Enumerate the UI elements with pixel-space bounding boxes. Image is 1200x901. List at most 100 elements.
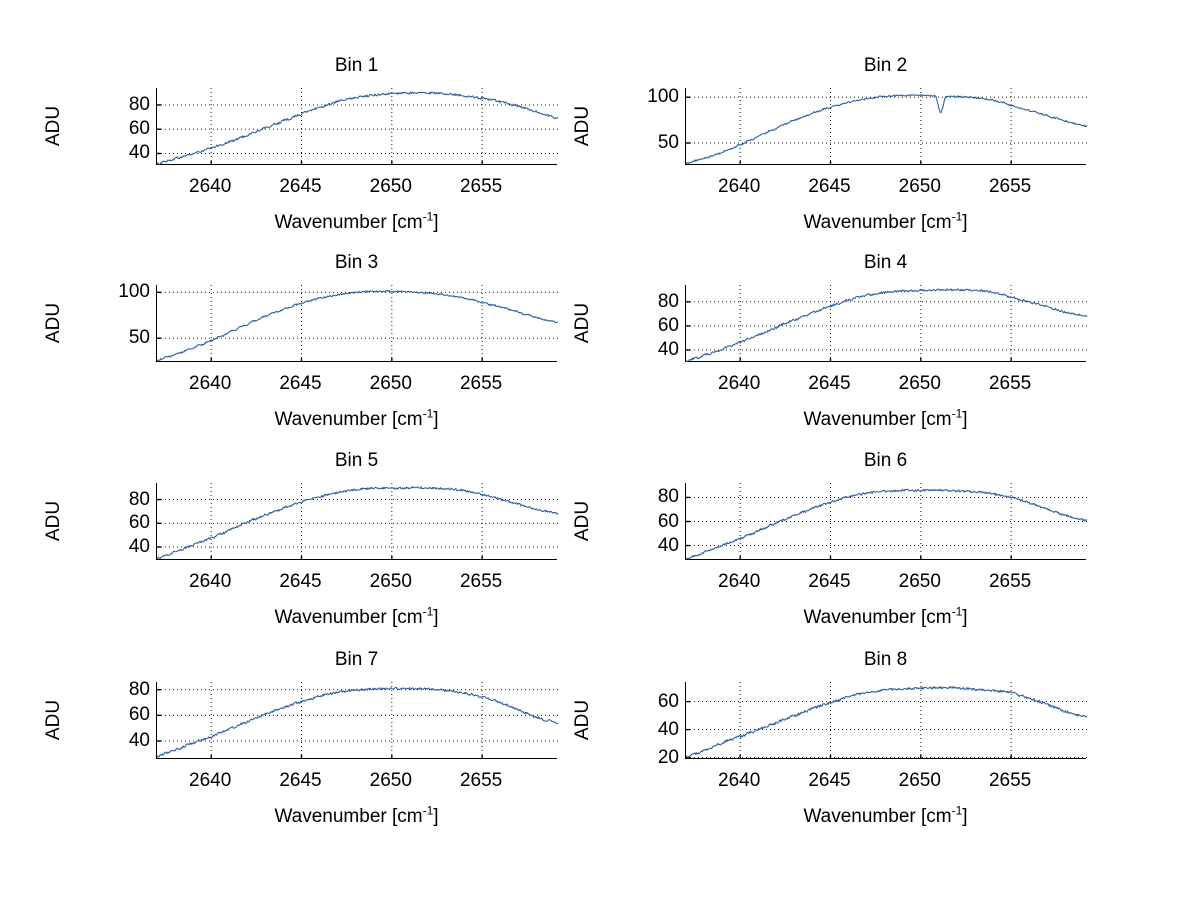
x-tick-label: 2645	[808, 176, 851, 197]
x-axis-label-bracket: ]	[433, 409, 439, 430]
x-axis-label-text: Wavenumber [cm	[803, 806, 952, 827]
x-axis-label: Wavenumber [cm-1]	[685, 209, 1086, 233]
data-series-line	[156, 91, 559, 166]
tick-marks	[157, 104, 483, 165]
y-axis-label: ADU	[43, 302, 64, 343]
x-axis-label-exponent: -1	[422, 803, 434, 818]
y-tick-label: 80	[128, 678, 150, 700]
x-tick-label: 2650	[369, 373, 412, 394]
x-tick-label: 2650	[369, 770, 412, 791]
y-axis-label: ADU	[572, 105, 593, 146]
tick-marks	[686, 301, 1012, 362]
y-tick-label: 50	[128, 327, 150, 349]
panel-title: Bin 6	[863, 450, 908, 471]
x-axis-label-text: Wavenumber [cm	[274, 212, 423, 233]
y-tick-label: 80	[128, 93, 150, 115]
x-axis-label-exponent: -1	[951, 209, 963, 224]
grid-lines	[157, 483, 558, 560]
x-axis-label: Wavenumber [cm-1]	[685, 408, 1086, 430]
x-tick-label: 2645	[279, 770, 322, 791]
x-axis-label-exponent: -1	[951, 604, 963, 619]
x-axis-label-text: Wavenumber [cm	[803, 212, 952, 233]
y-tick-label: 40	[657, 718, 679, 740]
x-axis-label-bracket: ]	[962, 212, 968, 233]
tick-marks	[157, 688, 483, 759]
x-tick-label: 2640	[718, 571, 761, 592]
x-tick-label: 2650	[898, 373, 941, 394]
x-tick-label: 2645	[808, 770, 851, 791]
x-tick-label: 2645	[808, 373, 851, 394]
panel-title: Bin 2	[863, 55, 908, 76]
y-tick-label: 40	[657, 534, 679, 556]
x-axis-label: Wavenumber [cm-1]	[156, 606, 557, 628]
y-axis-label: ADU	[43, 105, 64, 146]
tick-marks	[686, 496, 1012, 560]
x-axis-label-bracket: ]	[433, 607, 439, 628]
y-tick-label: 40	[128, 142, 150, 164]
tick-marks	[157, 498, 483, 560]
x-axis-label-bracket: ]	[962, 607, 968, 628]
plot-area	[685, 483, 1088, 560]
grid-lines	[157, 285, 558, 362]
x-axis-label-text: Wavenumber [cm	[274, 806, 423, 827]
x-tick-label: 2640	[718, 176, 761, 197]
x-axis-label: Wavenumber [cm-1]	[156, 209, 557, 233]
x-axis-label-exponent: -1	[422, 209, 434, 224]
x-tick-label: 2650	[369, 176, 412, 197]
y-tick-label: 40	[657, 338, 679, 360]
panel-title: Bin 3	[334, 252, 379, 273]
x-axis-label-bracket: ]	[433, 212, 439, 233]
y-tick-label: 60	[128, 512, 150, 534]
plot-area	[685, 285, 1088, 363]
x-axis-label-bracket: ]	[962, 806, 968, 827]
x-tick-label: 2650	[898, 571, 941, 592]
x-tick-label: 2650	[369, 571, 412, 592]
x-tick-label: 2650	[898, 770, 941, 791]
x-axis-label: Wavenumber [cm-1]	[156, 406, 557, 430]
grid-lines	[686, 88, 1087, 165]
plot-area	[685, 682, 1088, 759]
x-tick-label: 2645	[279, 571, 322, 592]
y-tick-label: 100	[647, 86, 679, 108]
x-axis-label: Wavenumber [cm-1]	[685, 805, 1086, 827]
plot-area	[156, 682, 559, 759]
tick-marks	[686, 96, 1012, 165]
grid-lines	[157, 682, 558, 759]
y-axis-label: ADU	[572, 500, 593, 541]
x-tick-label: 2645	[279, 176, 322, 197]
y-axis-label: ADU	[572, 302, 593, 343]
data-series-line	[685, 288, 1088, 363]
x-tick-label: 2655	[459, 176, 503, 197]
y-tick-label: 40	[128, 535, 150, 557]
data-series-line	[685, 94, 1088, 165]
y-tick-label: 60	[657, 314, 679, 336]
y-tick-label: 60	[657, 690, 679, 712]
plot-area	[156, 483, 559, 560]
x-axis-label-text: Wavenumber [cm	[274, 409, 423, 430]
data-series-line	[156, 486, 559, 560]
x-axis-label-bracket: ]	[962, 409, 968, 430]
x-tick-label: 2640	[718, 373, 761, 394]
x-axis-label: Wavenumber [cm-1]	[156, 803, 557, 827]
y-tick-label: 60	[128, 704, 150, 726]
y-tick-label: 60	[128, 118, 150, 140]
plot-area	[156, 88, 559, 166]
x-axis-label: Wavenumber [cm-1]	[685, 604, 1086, 628]
panel-title: Bin 4	[863, 252, 908, 273]
grid-lines	[686, 682, 1087, 759]
tick-marks	[686, 700, 1012, 759]
x-tick-label: 2645	[808, 571, 851, 592]
x-tick-label: 2645	[279, 373, 322, 394]
y-tick-label: 80	[128, 488, 150, 510]
x-tick-label: 2655	[459, 770, 503, 791]
y-axis-label: ADU	[572, 699, 593, 740]
x-axis-label-exponent: -1	[422, 406, 434, 421]
x-tick-label: 2655	[988, 571, 1032, 592]
